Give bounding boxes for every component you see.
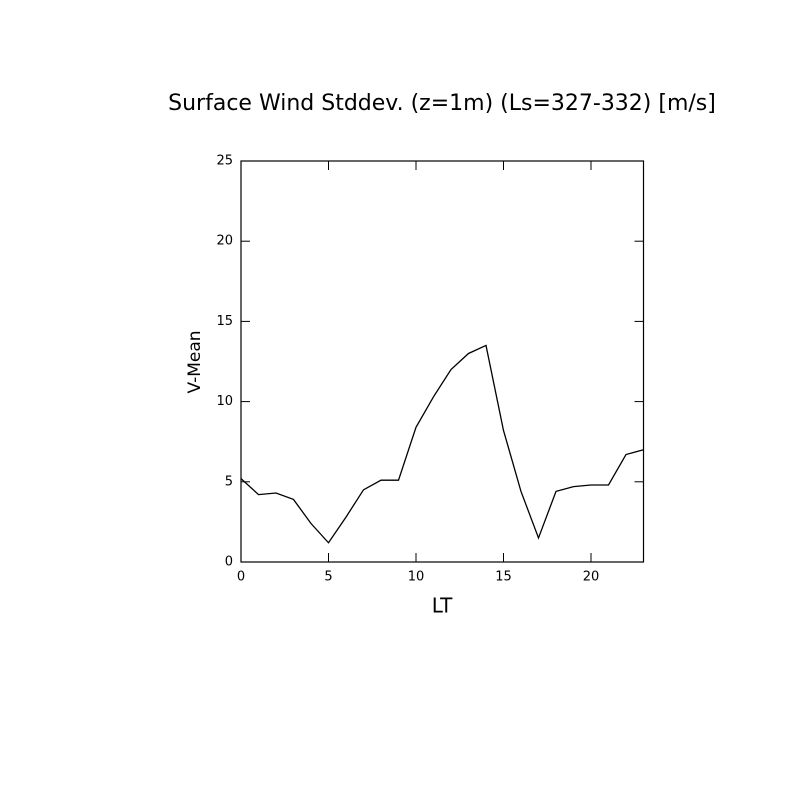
- data-line: [240, 344, 644, 544]
- y-axis-label: V-Mean: [185, 330, 205, 393]
- x-tick-label: 20: [583, 570, 600, 585]
- y-tick-label: 10: [216, 394, 233, 409]
- chart-title: Surface Wind Stddev. (z=1m) (Ls=327-332)…: [168, 91, 716, 116]
- x-tick-label: 5: [324, 570, 332, 585]
- y-tick-label: 0: [225, 555, 233, 570]
- x-axis-label: LT: [432, 594, 453, 618]
- plot-frame: [240, 160, 645, 563]
- x-tick-label: 10: [408, 570, 425, 585]
- y-tick-label: 15: [216, 314, 233, 329]
- x-tick-label: 0: [237, 570, 245, 585]
- y-tick-label: 25: [216, 154, 233, 169]
- y-tick-label: 20: [216, 234, 233, 249]
- y-tick-label: 5: [225, 474, 233, 489]
- x-tick-label: 15: [495, 570, 512, 585]
